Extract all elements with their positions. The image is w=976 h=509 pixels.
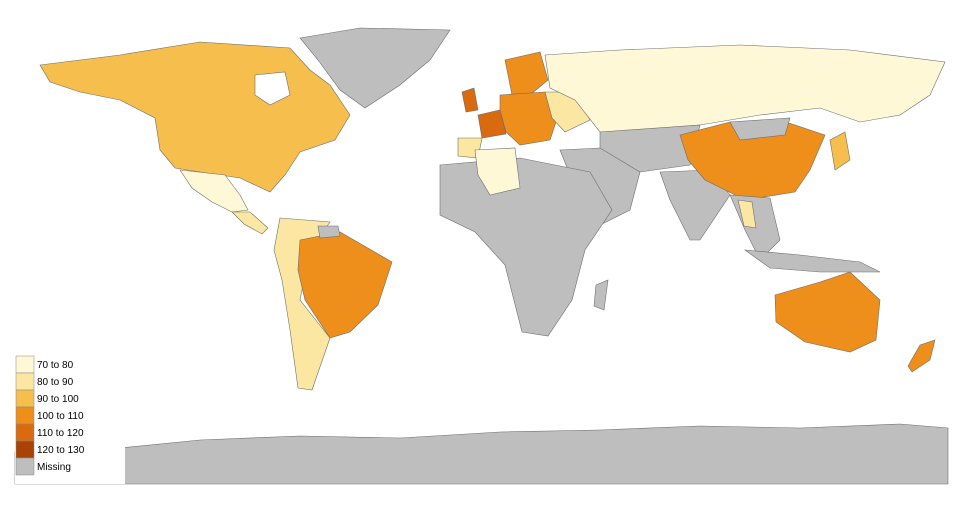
- madagascar: [593, 279, 609, 311]
- legend-label: 100 to 110: [37, 411, 84, 422]
- legend-swatch: [15, 457, 35, 476]
- indonesia: [743, 249, 881, 273]
- legend-swatch: [15, 355, 35, 374]
- legend-swatch: [15, 406, 35, 425]
- japan: [829, 131, 851, 171]
- legend-label: 80 to 90: [37, 377, 74, 388]
- france: [477, 109, 507, 139]
- legend-label: 110 to 120: [37, 428, 84, 439]
- hudson-bay: [254, 71, 291, 106]
- greenland: [299, 27, 451, 109]
- guianas: [317, 225, 341, 239]
- mongolia: [729, 117, 791, 141]
- australia: [774, 271, 881, 353]
- scandinavia: [504, 51, 549, 96]
- antarctica: [14, 423, 949, 485]
- mexico: [179, 169, 249, 213]
- legend: 70 to 80 80 to 90 90 to 100 100 to 110 110 t…: [15, 355, 85, 476]
- legend-swatch: [15, 423, 35, 442]
- new-zealand: [907, 339, 936, 373]
- legend-label: 90 to 100: [37, 394, 79, 405]
- brazil: [297, 231, 393, 339]
- legend-label: Missing: [37, 462, 71, 473]
- legend-label: 120 to 130: [37, 445, 85, 456]
- north-america: [39, 41, 351, 193]
- legend-swatch: [15, 372, 35, 391]
- legend-swatch: [15, 440, 35, 459]
- africa: [439, 157, 613, 337]
- algeria: [474, 147, 521, 196]
- thailand: [737, 199, 757, 229]
- countries: [14, 27, 949, 485]
- legend-swatch: [15, 389, 35, 408]
- legend-label: 70 to 80: [37, 360, 74, 371]
- russia: [544, 44, 946, 133]
- uk: [461, 87, 479, 113]
- central-america: [231, 211, 269, 235]
